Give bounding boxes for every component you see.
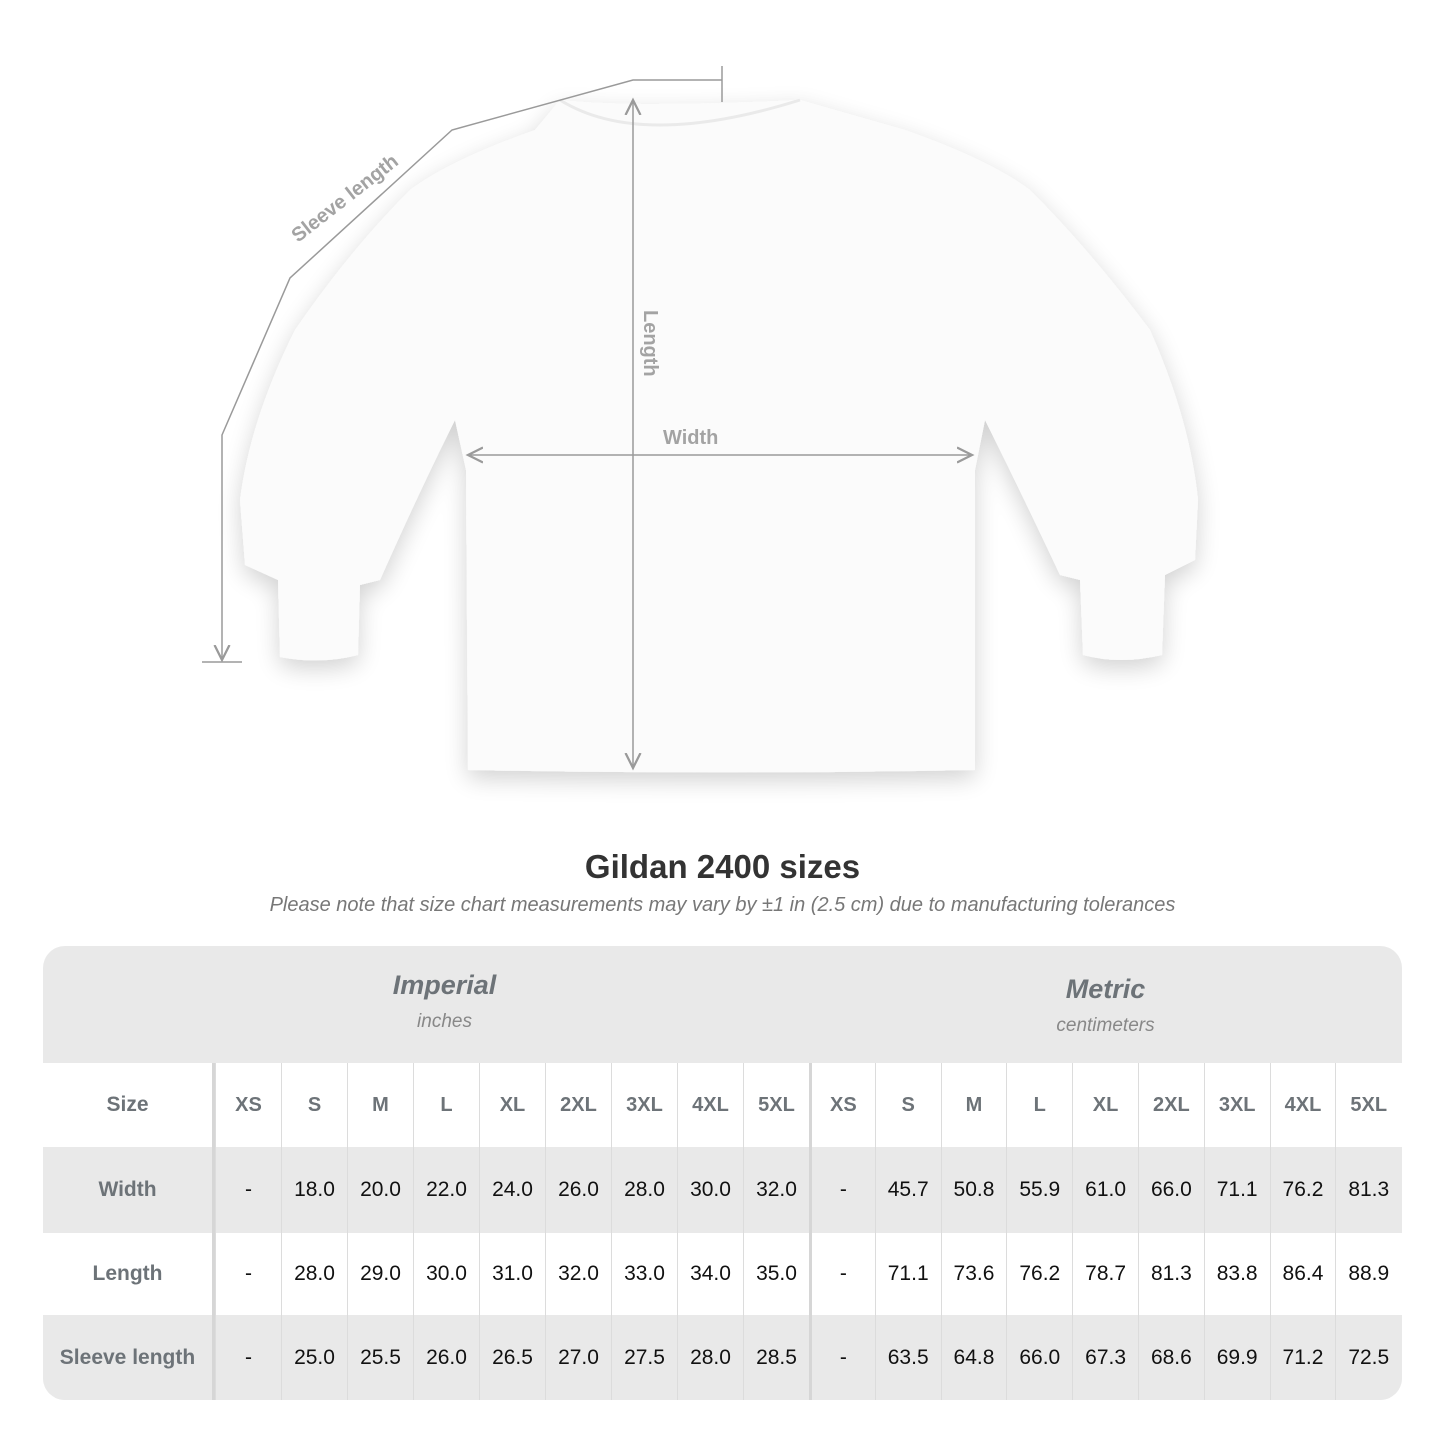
size-header-imperial: L (413, 1063, 479, 1147)
sleeve-length-line (222, 79, 722, 660)
row-label: Length (43, 1233, 215, 1315)
metric-value: 45.7 (874, 1147, 941, 1233)
metric-title: Metric (1065, 974, 1146, 1004)
imperial-value: - (215, 1315, 281, 1400)
imperial-value: 30.0 (677, 1147, 743, 1233)
metric-value: 63.5 (874, 1315, 941, 1400)
metric-value: 66.0 (1137, 1147, 1204, 1233)
metric-value: 71.2 (1269, 1315, 1336, 1400)
imperial-value: 33.0 (611, 1233, 677, 1315)
length-label: Length (639, 310, 661, 377)
metric-value: 67.3 (1072, 1315, 1138, 1400)
size-header-imperial: M (347, 1063, 413, 1147)
imperial-value: 28.5 (743, 1315, 809, 1400)
metric-value: 50.8 (940, 1147, 1007, 1233)
size-header-imperial: 4XL (677, 1063, 743, 1147)
metric-value: 72.5 (1335, 1315, 1401, 1400)
metric-value: 61.0 (1072, 1147, 1138, 1233)
metric-value: 83.8 (1203, 1233, 1270, 1315)
metric-value: 71.1 (874, 1233, 941, 1315)
shirt-diagram: Sleeve length Length Width (202, 66, 1198, 773)
imperial-value: 26.0 (545, 1147, 611, 1233)
metric-value: 86.4 (1269, 1233, 1336, 1315)
imperial-value: 30.0 (413, 1233, 479, 1315)
imperial-value: 35.0 (743, 1233, 809, 1315)
imperial-value: 29.0 (347, 1233, 413, 1315)
imperial-value: 24.0 (479, 1147, 545, 1233)
imperial-value: 28.0 (611, 1147, 677, 1233)
imperial-value: - (215, 1147, 281, 1233)
size-label: Size (43, 1063, 215, 1147)
metric-value: 69.9 (1203, 1315, 1270, 1400)
imperial-value: 20.0 (347, 1147, 413, 1233)
metric-value: 71.1 (1203, 1147, 1270, 1233)
size-header-imperial: 5XL (743, 1063, 809, 1147)
metric-value: - (809, 1315, 875, 1400)
imperial-header: Imperial inches (215, 970, 674, 1087)
metric-value: - (809, 1233, 875, 1315)
metric-value: 81.3 (1137, 1233, 1204, 1315)
size-header-metric: S (874, 1063, 941, 1147)
imperial-value: 25.0 (281, 1315, 347, 1400)
row-label: Sleeve length (43, 1315, 215, 1400)
tolerance-note: Please note that size chart measurements… (269, 894, 1176, 916)
imperial-value: 26.5 (479, 1315, 545, 1400)
table-row: Width -18.0 20.0 22.0 24.0 26.0 28.0 30.0 32.0-4… (43, 1147, 1402, 1233)
size-header-metric: M (940, 1063, 1007, 1147)
metric-value: 76.2 (1269, 1147, 1336, 1233)
size-header-metric: XS (809, 1063, 875, 1147)
size-header-metric: 4XL (1269, 1063, 1336, 1147)
imperial-value: 27.5 (611, 1315, 677, 1400)
size-header-imperial: S (281, 1063, 347, 1147)
size-header-imperial: 2XL (545, 1063, 611, 1147)
metric-header: Metric centimeters (809, 974, 1402, 1091)
imperial-value: 34.0 (677, 1233, 743, 1315)
metric-value: 81.3 (1335, 1147, 1401, 1233)
imperial-value: 28.0 (677, 1315, 743, 1400)
metric-value: 55.9 (1006, 1147, 1072, 1233)
imperial-value: - (215, 1233, 281, 1315)
metric-value: 78.7 (1072, 1233, 1138, 1315)
measurement-lines (202, 66, 972, 768)
metric-value: - (809, 1147, 875, 1233)
size-header-metric: 3XL (1203, 1063, 1270, 1147)
imperial-value: 28.0 (281, 1233, 347, 1315)
imperial-value: 25.5 (347, 1315, 413, 1400)
imperial-value: 32.0 (545, 1233, 611, 1315)
imperial-unit: inches (417, 1011, 472, 1032)
metric-value: 88.9 (1335, 1233, 1401, 1315)
imperial-value: 31.0 (479, 1233, 545, 1315)
table-row: Sleeve length -25.0 25.5 26.0 26.5 27.0 27.5 28… (43, 1315, 1402, 1400)
size-header-metric: 5XL (1335, 1063, 1401, 1147)
metric-value: 76.2 (1006, 1233, 1072, 1315)
metric-value: 68.6 (1137, 1315, 1204, 1400)
imperial-value: 27.0 (545, 1315, 611, 1400)
size-header-metric: L (1006, 1063, 1072, 1147)
size-header-row: Size XS S M L XL 2XL 3XL 4XL 5XL XS S M L XL 2XL 3XL 4XL 5… (43, 1063, 1402, 1147)
imperial-value: 22.0 (413, 1147, 479, 1233)
width-label: Width (663, 427, 718, 449)
chart-title: Gildan 2400 sizes (584, 848, 861, 885)
metric-value: 64.8 (940, 1315, 1007, 1400)
imperial-value: 32.0 (743, 1147, 809, 1233)
size-header-metric: XL (1072, 1063, 1138, 1147)
size-header-imperial: 3XL (611, 1063, 677, 1147)
size-header-imperial: XL (479, 1063, 545, 1147)
row-label: Width (43, 1147, 215, 1233)
metric-value: 73.6 (940, 1233, 1007, 1315)
table-row: Length -28.0 29.0 30.0 31.0 32.0 33.0 34.0 35.0-… (43, 1233, 1402, 1315)
size-table: Imperial inches Metric centimeters Size X… (43, 946, 1402, 1400)
imperial-value: 18.0 (281, 1147, 347, 1233)
long-sleeve-shirt (240, 98, 1198, 773)
metric-unit: centimeters (1056, 1015, 1155, 1036)
size-header-metric: 2XL (1137, 1063, 1204, 1147)
imperial-title: Imperial (392, 970, 497, 1000)
imperial-value: 26.0 (413, 1315, 479, 1400)
size-header-imperial: XS (215, 1063, 281, 1147)
metric-value: 66.0 (1006, 1315, 1072, 1400)
